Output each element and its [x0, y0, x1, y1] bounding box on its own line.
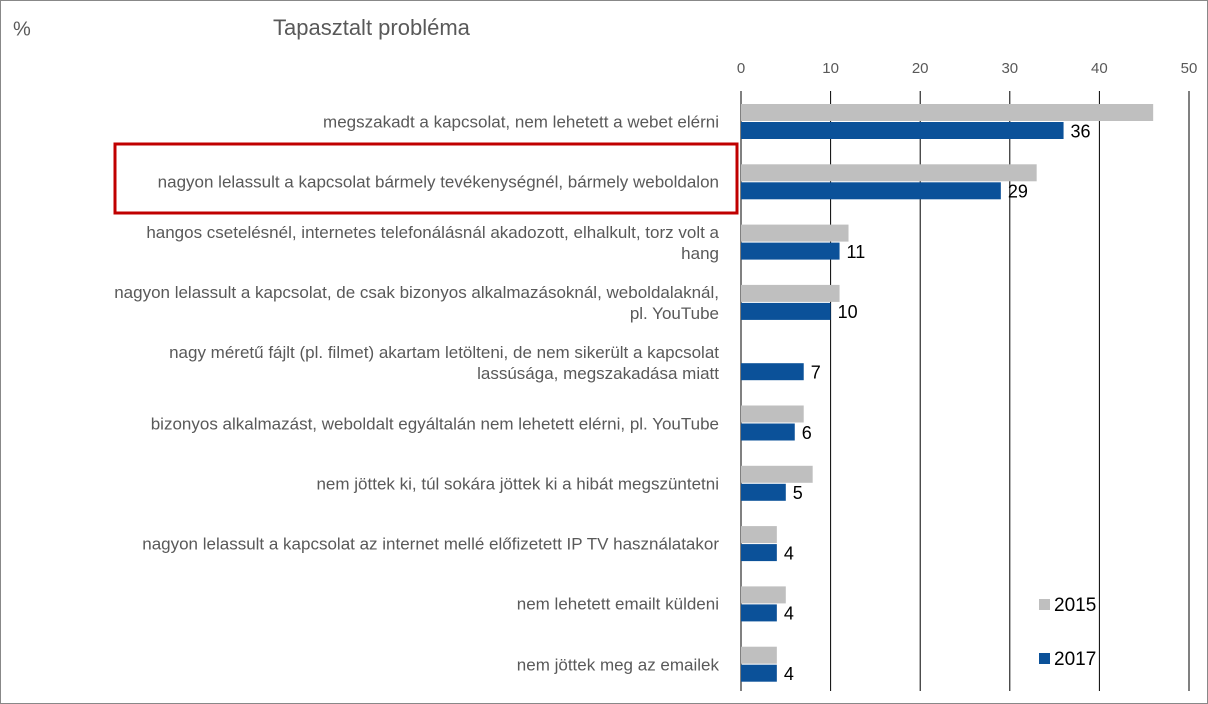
bar [741, 182, 1001, 200]
bar [741, 423, 795, 441]
value-label: 36 [1071, 121, 1091, 141]
x-tick-label: 30 [1001, 60, 1018, 77]
bar [741, 302, 831, 320]
bar [741, 164, 1037, 182]
bar [741, 104, 1154, 121]
value-label: 29 [1008, 182, 1028, 202]
legend-swatch [1039, 599, 1050, 610]
x-tick-label: 40 [1091, 60, 1108, 77]
category-label: hangos csetelésnél, internetes telefonál… [146, 222, 719, 263]
bar [741, 284, 840, 302]
bar [741, 586, 786, 604]
category-label: nem jöttek meg az emailek [516, 655, 719, 675]
bar [741, 646, 777, 664]
bar [741, 544, 777, 562]
value-label: 4 [784, 604, 794, 624]
bar [741, 526, 777, 544]
value-label: 4 [784, 664, 794, 684]
value-label: 5 [793, 483, 803, 503]
bar [741, 224, 849, 242]
chart-title: Tapasztalt probléma [273, 15, 471, 40]
category-label: nem lehetett emailt küldeni [516, 594, 719, 614]
category-label: nem jöttek ki, túl sokára jöttek ki a hi… [316, 474, 719, 494]
bar [741, 242, 840, 260]
unit-label: % [13, 18, 31, 40]
category-label: bizonyos alkalmazást, weboldalt egyáltal… [150, 414, 719, 433]
value-label: 11 [847, 242, 866, 262]
legend-label: 2015 [1054, 595, 1096, 616]
category-label: nagy méretű fájlt (pl. filmet) akartam l… [169, 343, 719, 384]
highlight-box [113, 142, 739, 215]
x-tick-label: 50 [1181, 60, 1198, 77]
bar [741, 664, 777, 682]
category-label: nagyon lelassult a kapcsolat bármely tev… [157, 172, 719, 192]
x-tick-label: 0 [737, 60, 745, 77]
bar [741, 465, 813, 483]
value-label: 4 [784, 543, 794, 563]
category-label: nagyon lelassult a kapcsolat, de csak bi… [114, 282, 719, 323]
bar [741, 122, 1064, 139]
value-label: 10 [838, 302, 858, 322]
x-tick-label: 10 [822, 60, 839, 77]
category-label: megszakadt a kapcsolat, nem lehetett a w… [323, 112, 719, 132]
legend-label: 2017 [1054, 649, 1096, 670]
category-label: nagyon lelassult a kapcsolat az internet… [142, 534, 719, 554]
bar [741, 604, 777, 622]
value-label: 6 [802, 423, 812, 443]
bar [741, 405, 804, 423]
bar [741, 363, 804, 381]
bar [741, 483, 786, 501]
x-tick-label: 20 [912, 60, 929, 77]
value-label: 7 [811, 362, 821, 382]
legend-swatch [1039, 653, 1050, 664]
